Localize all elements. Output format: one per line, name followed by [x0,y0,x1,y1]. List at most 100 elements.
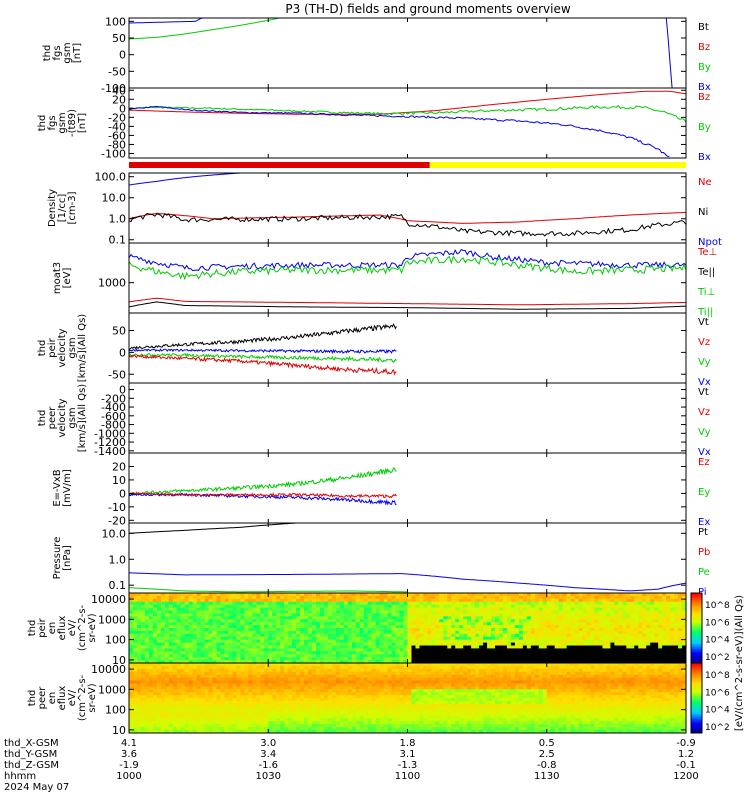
y-tick-label: -50 [108,368,126,381]
panel-frame [129,243,686,313]
series-fgs2-2 [129,106,669,156]
panel-ylabel: moat3[eV] [52,262,73,294]
series-efield-0 [129,468,396,495]
y-tick-label: 1.0 [109,553,127,566]
legend-label: Bz [698,42,710,53]
series-temp-0 [129,250,686,271]
y-tick-label: 1000 [98,613,126,626]
ylabel-line: [cm-3] [67,191,78,224]
y-tick-label: 100.0 [95,171,127,184]
legend-label: Ey [698,487,710,498]
panel-frame [129,453,686,523]
ylabel-line: [nPa] [62,545,73,571]
ylabel-line: [mV/m] [62,469,73,507]
panel-peer: 10000100010010thdpeerenefluxeV/(cm^2-s-s… [27,663,687,737]
mode-bar-red [129,162,430,168]
series-pvel-0 [129,324,396,349]
series-pvel-3 [129,355,396,374]
legend-label: Bx [698,152,711,163]
panel-ylabel: Density[1/cc][cm-3] [47,189,78,227]
legend-label: Vt [698,387,709,398]
spectrogram-peer [129,663,687,734]
legend-label: Vt [698,317,709,328]
legend-label: Bt [698,22,709,33]
panel-frame [129,523,686,593]
panel-ylabel: thdpeervelocitygsm[km/s](All Qs) [37,384,88,452]
y-tick-label: -100 [101,147,126,160]
y-tick-label: 100 [105,15,126,28]
ylabel-line: [km/s](All Qs) [77,314,88,382]
panel-frame [129,88,686,158]
legend-label: Vz [698,407,710,418]
panel-pvel: 50 0 -50 thdpeirvelocitygsm[km/s](All Qs) Vt… [37,313,711,388]
y-tick-label: 0 [119,346,126,359]
series-pressure-1 [129,573,686,591]
legend-label: Pb [698,547,710,558]
y-tick-label: -10 [108,501,126,514]
legend-label: Vy [698,427,711,438]
legend-label: Ne [698,177,712,188]
legend-label: Vy [698,357,711,368]
y-tick-label: 20 [112,460,126,473]
panel-density: 100.010.01.00.1Density[1/cc][cm-3]NeNiNp… [47,171,722,248]
panel-ylabel: thdfgsgsm[nT] [42,42,83,63]
panel-ylabel: thdfgsgsm-(t89)[nT] [37,109,88,137]
spectrogram-peir [129,593,687,664]
y-tick-label: 100 [105,634,126,647]
legend-label: Pt [698,527,708,538]
y-tick-label: -50 [108,65,126,78]
panel-frame [129,173,686,243]
series-fgs-0 [129,18,672,88]
panel-ylabel: E=-VxB[mV/m] [52,469,73,507]
y-tick-label: -1400 [94,445,126,458]
panel-ylabel: thdpeirvelocitygsm[km/s](All Qs) [37,314,88,382]
legend-label: Te|| [697,267,715,278]
y-tick-label: 50 [112,32,126,45]
y-tick-label: 1000 [98,277,126,290]
legend-label: Te⊥ [697,247,717,258]
legend-label: Ez [698,457,710,468]
series-pvel-1 [129,349,396,353]
ylabel-line: [nT] [77,113,88,133]
plot-title: P3 (TH-D) fields and ground moments over… [285,2,570,16]
series-density-1 [129,212,686,223]
panel-peir: 10000100010010thdpeirenefluxeV/(cm^2-s-s… [27,593,687,667]
y-tick-label: 0.1 [109,579,127,592]
series-temp-1 [129,257,686,279]
panel-frame [129,313,686,383]
series-density-0 [129,173,240,185]
panel-fgs2: 40200-20-40-60-80-100thdfgsgsm-(t89)[nT]… [37,84,711,163]
y-tick-label: 10 [112,474,126,487]
legend-label: By [698,62,711,73]
y-tick-label: 0.1 [109,234,127,247]
mode-bar-yellow [430,162,686,168]
legend-label: Ni [698,207,708,218]
y-tick-label: -20 [108,514,126,527]
y-tick-label: 50 [112,325,126,338]
panel-evel: 0-200-400-600-800-1000-1200-1400thdpeerv… [37,383,711,458]
y-tick-label: 10.0 [102,527,127,540]
ylabel-line: sr-eV) [87,613,98,642]
panel-ylabel: Pressure[nPa] [52,537,73,580]
panel-frame [129,18,686,88]
ylabel-line: [eV] [62,268,73,289]
legend-label: By [698,122,711,133]
legend-label: Bz [698,92,710,103]
series-temp-2 [129,298,686,305]
y-tick-label: 0 [119,487,126,500]
ylabel-line: [km/s](All Qs) [77,384,88,452]
y-tick-label: 10000 [91,593,126,606]
series-pressure-0 [129,523,296,533]
series-temp-3 [129,302,686,309]
ylabel-line: [nT] [72,43,83,63]
legend-label: Vz [698,337,710,348]
y-tick-label: 10.0 [102,192,127,205]
series-fgs2-1 [129,106,686,123]
legend-label: Ti⊥ [697,287,715,298]
